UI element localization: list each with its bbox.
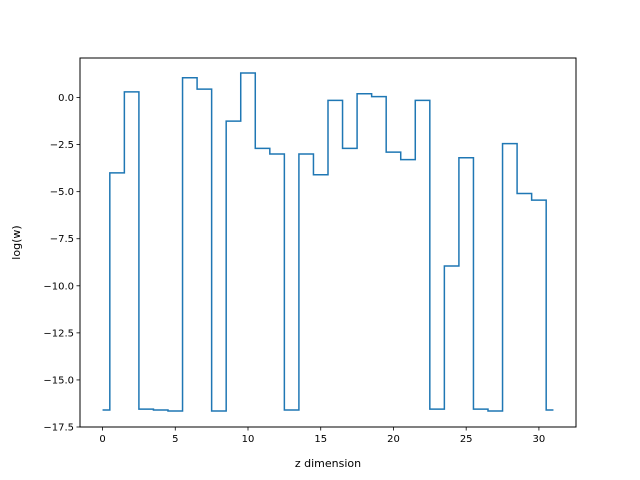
y-tick-label: −10.0: [43, 281, 74, 292]
x-axis-label: z dimension: [295, 457, 361, 470]
y-tick-label: 0.0: [58, 93, 74, 104]
plot-series-group: [102, 72, 554, 412]
x-tick-label: 10: [242, 434, 255, 445]
plot-area-frame: [79, 57, 577, 428]
x-axis: 0 5 10 15 20 25 30: [99, 427, 545, 445]
y-tick-label: −5.0: [50, 187, 74, 198]
series-line-0: [102, 72, 554, 412]
y-tick-label: −12.5: [43, 328, 74, 339]
x-tick-label: 30: [533, 434, 546, 445]
x-tick-label: 15: [314, 434, 327, 445]
y-tick-label: −2.5: [50, 140, 74, 151]
x-tick-label: 25: [460, 434, 473, 445]
y-axis: −17.5 −15.0 −12.5 −10.0 −7.5 −5.0 −2.5 0.0: [43, 93, 80, 434]
y-tick-label: −15.0: [43, 375, 74, 386]
y-tick-label: −17.5: [43, 423, 74, 434]
x-tick-label: 0: [99, 434, 105, 445]
x-tick-label: 20: [387, 434, 400, 445]
y-axis-label: log(w): [10, 225, 23, 259]
y-tick-label: −7.5: [50, 234, 74, 245]
x-tick-label: 5: [172, 434, 178, 445]
